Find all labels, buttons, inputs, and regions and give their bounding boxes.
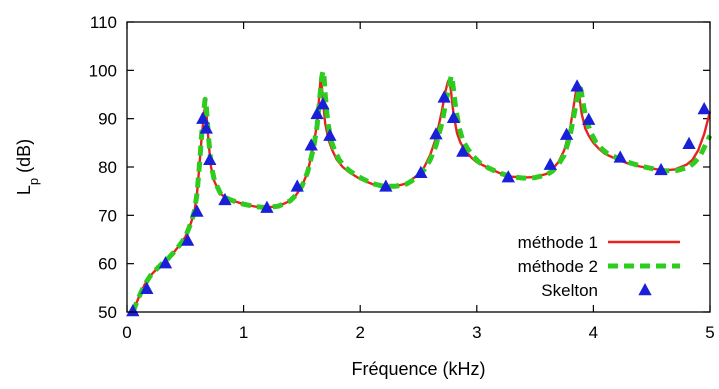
series-skelton [126, 79, 711, 317]
skelton-point [260, 200, 274, 213]
skelton-point [446, 110, 461, 123]
skelton-point [654, 162, 668, 176]
skelton-point [379, 179, 393, 192]
series-layer [126, 68, 713, 317]
x-tick-label: 1 [239, 323, 248, 342]
y-tick-label: 110 [90, 13, 117, 32]
x-tick-label: 3 [472, 323, 481, 342]
legend-label: méthode 1 [518, 233, 598, 252]
skelton-point [140, 281, 154, 295]
y-tick-label: 100 [89, 61, 117, 80]
skelton-point [501, 170, 515, 183]
skelton-point [559, 127, 574, 140]
y-tick-label: 80 [98, 158, 117, 177]
skelton-point [190, 204, 204, 217]
y-axis-label-sub: p [26, 178, 41, 185]
skelton-point [316, 97, 330, 110]
skelton-point [414, 165, 428, 179]
skelton-point [199, 121, 213, 134]
skelton-point [682, 136, 696, 150]
legend-label: Skelton [541, 281, 598, 300]
y-tick-label: 60 [98, 255, 117, 274]
x-tick-label: 0 [122, 323, 131, 342]
skelton-point [570, 79, 584, 92]
legend-label: méthode 2 [518, 257, 598, 276]
y-tick-label: 90 [98, 110, 117, 129]
series-methode-2-line [130, 68, 713, 313]
legend-swatch-skelton [638, 283, 652, 296]
y-axis-label: Lp (dB) [14, 139, 41, 195]
y-tick-label: 70 [98, 206, 117, 225]
plot-frame [126, 21, 711, 313]
y-axis-label-main: L [14, 185, 34, 195]
skelton-point [126, 304, 140, 317]
skelton-point [180, 233, 195, 246]
skelton-point [196, 111, 210, 124]
skelton-point [429, 127, 443, 140]
x-tick-label: 4 [589, 323, 598, 342]
skelton-point [290, 179, 304, 192]
tick-layer: 0 1 2 3 4 5 50 60 70 80 90 100 110 [89, 13, 715, 342]
y-axis-label-unit: (dB) [14, 139, 34, 173]
x-tick-label: 5 [705, 323, 714, 342]
skelton-point [697, 102, 711, 115]
skelton-point [543, 157, 557, 170]
skelton-point [203, 152, 217, 165]
x-tick-label: 2 [355, 323, 364, 342]
skelton-point [613, 150, 627, 163]
skelton-point [218, 192, 232, 206]
skelton-point [582, 112, 596, 125]
y-tick-label: 50 [98, 303, 117, 322]
x-axis-label: Fréquence (kHz) [351, 359, 485, 379]
legend: méthode 1 méthode 2 Skelton [518, 233, 680, 300]
skelton-point [456, 144, 470, 157]
skelton-point [323, 128, 337, 141]
skelton-point [158, 256, 173, 269]
skelton-point [437, 90, 451, 103]
skelton-point [304, 138, 318, 151]
skelton-point [310, 106, 324, 120]
